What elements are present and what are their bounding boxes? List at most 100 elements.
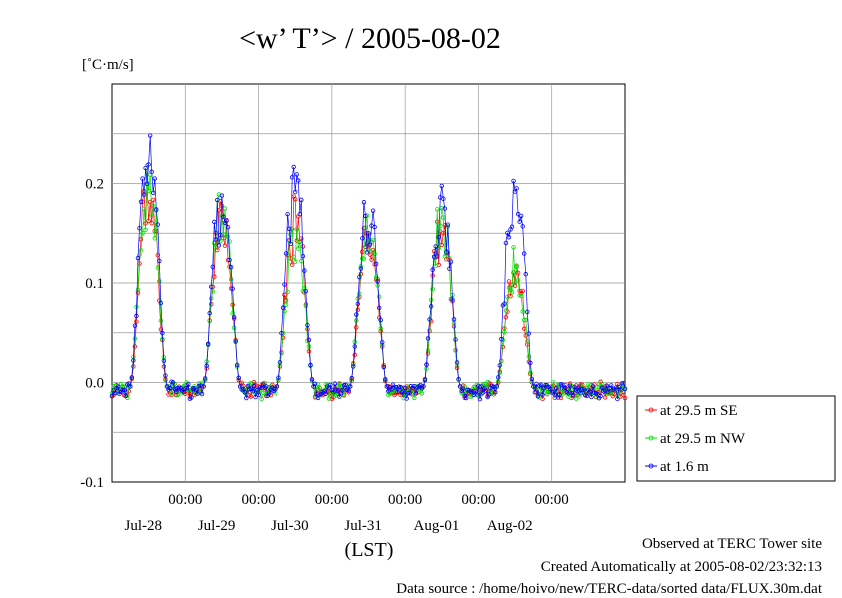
data-point: [285, 211, 290, 217]
data-point: [152, 176, 157, 181]
data-point: [357, 274, 362, 280]
data-point: [143, 227, 148, 233]
data-point: [517, 219, 522, 224]
data-point: [515, 278, 521, 283]
data-point: [332, 381, 338, 386]
y-axis-ticks: -0.1 0.0 0.1 0.2: [80, 177, 104, 492]
legend-label: at 29.5 m SE: [660, 403, 738, 419]
data-point: [450, 297, 455, 302]
data-point: [236, 375, 241, 380]
data-point: [212, 219, 217, 225]
data-point: [147, 133, 153, 138]
data-point: [509, 224, 515, 229]
data-point: [479, 384, 484, 389]
data-point: [518, 293, 524, 299]
data-point: [424, 362, 429, 367]
data-point: [338, 391, 344, 396]
footer-created: Created Automatically at 2005-08-02/23:3…: [540, 559, 822, 575]
data-point: [451, 317, 457, 322]
data-point: [589, 394, 594, 400]
data-point: [380, 340, 385, 345]
data-point: [219, 203, 225, 209]
data-point: [132, 336, 138, 341]
data-point: [552, 392, 557, 397]
data-point: [351, 364, 356, 369]
data-point: [120, 387, 125, 393]
legend-swatch-marker: [648, 435, 654, 441]
data-point: [615, 396, 620, 402]
data-point: [131, 364, 136, 369]
data-point: [506, 279, 512, 284]
data-point: [522, 251, 527, 256]
data-point: [563, 382, 568, 388]
data-point: [584, 393, 590, 399]
data-point: [486, 392, 492, 397]
data-point: [567, 383, 573, 388]
data-point: [435, 254, 440, 259]
data-point: [421, 384, 426, 389]
data-point: [134, 319, 139, 324]
data-point: [398, 384, 403, 390]
data-point: [280, 305, 286, 310]
data-point: [343, 382, 348, 387]
data-point: [193, 387, 199, 393]
data-point: [522, 326, 527, 331]
data-point: [305, 322, 310, 328]
data-point: [158, 318, 164, 323]
data-point: [282, 282, 287, 287]
data-point: [598, 393, 603, 399]
data-point: [279, 330, 284, 336]
data-point: [512, 283, 518, 288]
data-point: [535, 394, 541, 399]
data-point: [433, 244, 438, 249]
data-point: [407, 390, 412, 396]
data-point: [531, 384, 536, 389]
data-point: [291, 164, 296, 170]
data-point: [515, 270, 521, 276]
data-point: [604, 383, 609, 388]
data-point: [218, 232, 223, 238]
data-point: [363, 213, 368, 219]
data-point: [547, 386, 553, 391]
data-point: [367, 252, 373, 257]
data-point: [444, 250, 449, 255]
data-point: [523, 272, 528, 277]
data-point: [355, 307, 361, 313]
data-point: [146, 188, 151, 194]
data-point: [464, 395, 469, 401]
data-point: [112, 391, 118, 396]
data-point: [289, 262, 295, 267]
data-point: [297, 211, 302, 217]
data-point: [135, 287, 141, 293]
data-point: [181, 389, 186, 395]
data-point: [294, 172, 299, 177]
data-point: [250, 389, 255, 394]
data-point: [360, 256, 365, 261]
data-point: [291, 254, 296, 260]
data-point: [323, 391, 328, 396]
legend-label: at 29.5 m NW: [660, 431, 746, 447]
data-point: [326, 396, 332, 401]
series-layer: [109, 133, 628, 402]
x-tick-label-time: 00:00: [535, 492, 569, 508]
data-point: [267, 391, 272, 396]
data-point: [497, 363, 503, 368]
data-point: [138, 248, 144, 253]
data-point: [445, 222, 451, 227]
data-point: [134, 313, 139, 319]
data-point: [132, 344, 138, 349]
data-point: [590, 385, 596, 390]
data-point: [491, 384, 496, 389]
data-point: [505, 294, 510, 300]
x-tick-label-date: Aug-02: [487, 518, 533, 534]
data-point: [157, 258, 162, 264]
data-point: [442, 254, 448, 259]
data-point: [606, 389, 611, 395]
data-point: [230, 311, 235, 316]
data-point: [274, 384, 280, 389]
chart-title: <w’ T’> / 2005-08-02: [239, 22, 501, 55]
data-point: [509, 290, 515, 295]
data-point: [439, 242, 444, 248]
data-point: [442, 206, 448, 211]
data-point: [140, 176, 145, 181]
